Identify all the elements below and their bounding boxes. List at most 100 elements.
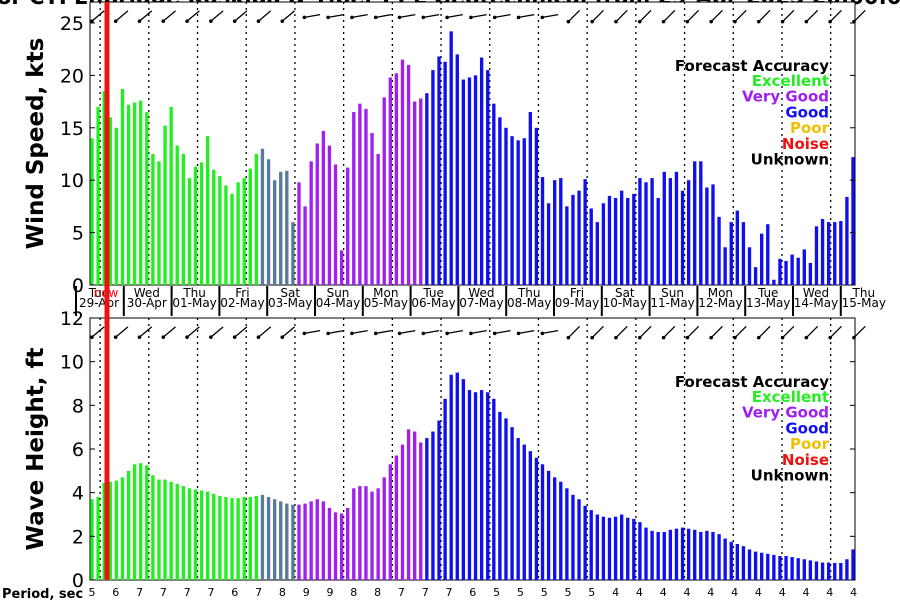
wave-bar bbox=[205, 491, 210, 580]
arrow-shaft bbox=[567, 325, 581, 339]
wind-bar bbox=[851, 157, 855, 285]
wind-bar bbox=[577, 190, 581, 285]
arrow-head bbox=[614, 19, 618, 24]
wind-bar bbox=[376, 153, 380, 285]
arrow-shaft bbox=[853, 325, 866, 339]
legend-item: Excellent bbox=[752, 388, 829, 406]
period-tick: 4 bbox=[660, 586, 667, 599]
y-tick-label: 10 bbox=[60, 170, 84, 192]
arrow-shaft bbox=[186, 326, 200, 338]
direction-arrow bbox=[137, 326, 153, 339]
wind-bar bbox=[431, 70, 435, 285]
arrow-head bbox=[852, 335, 856, 340]
wave-bar bbox=[321, 501, 326, 580]
wind-bar bbox=[248, 168, 252, 285]
day-date: 30-Apr bbox=[127, 296, 167, 310]
wave-bar bbox=[650, 530, 654, 580]
wind-bar bbox=[461, 79, 466, 286]
wind-bar bbox=[565, 206, 569, 285]
arrow-head bbox=[445, 331, 449, 336]
wave-bar bbox=[826, 562, 831, 580]
day-date: 10-May bbox=[603, 296, 647, 310]
direction-arrow bbox=[614, 9, 628, 24]
arrow-head bbox=[397, 15, 402, 20]
wind-bar bbox=[546, 203, 551, 285]
day-label-strip: Tue29-AprWed30-AprThu01-MayFri02-MaySat0… bbox=[75, 286, 886, 316]
wave-bar bbox=[613, 516, 618, 580]
wind-bar bbox=[199, 162, 204, 285]
wave-bar bbox=[412, 431, 417, 580]
wave-bar bbox=[358, 486, 362, 580]
direction-arrow bbox=[185, 10, 200, 23]
wind-bar bbox=[224, 185, 228, 285]
wave-bar bbox=[486, 392, 490, 580]
wind-bar bbox=[814, 226, 819, 285]
day-name: Tue bbox=[422, 286, 444, 300]
wind-bar bbox=[443, 61, 447, 285]
wave-bar bbox=[199, 490, 204, 580]
period-tick: 4 bbox=[803, 586, 810, 599]
wave-bar bbox=[559, 481, 563, 580]
arrow-head bbox=[516, 15, 521, 20]
direction-arrow bbox=[256, 326, 272, 339]
arrow-head bbox=[350, 331, 354, 336]
direction-arrow bbox=[280, 10, 295, 23]
day-date: 09-May bbox=[555, 296, 599, 310]
wave-bar bbox=[784, 555, 788, 580]
wind-bar bbox=[705, 187, 709, 285]
wind-bar bbox=[163, 125, 167, 285]
wind-bar bbox=[772, 279, 776, 285]
wave-bar bbox=[723, 538, 727, 580]
day-name: Sat bbox=[280, 286, 300, 300]
day-date: 03-May bbox=[268, 296, 312, 310]
wind-bar bbox=[218, 175, 222, 285]
wind-bar bbox=[394, 73, 399, 285]
wave-bar bbox=[656, 531, 660, 580]
wave-bar bbox=[230, 498, 234, 580]
direction-arrow bbox=[590, 325, 604, 340]
plot-frame bbox=[89, 317, 856, 581]
wind-bar bbox=[419, 98, 423, 285]
wave-bar bbox=[571, 494, 575, 580]
arrow-head bbox=[756, 335, 761, 340]
arrow-shaft bbox=[829, 325, 842, 339]
wave-bar bbox=[327, 507, 332, 580]
wave-bar bbox=[437, 420, 441, 580]
arrow-shaft bbox=[758, 325, 771, 339]
wave-bar bbox=[747, 549, 752, 580]
direction-arrow bbox=[113, 326, 129, 339]
wave-bar bbox=[406, 429, 411, 580]
wave-height-panel: 0 2 4 6 8 10 12 Wave Height, ft Forecast Accurac… bbox=[23, 308, 866, 592]
wind-bar bbox=[467, 77, 472, 285]
wind-bar bbox=[339, 250, 344, 285]
arrow-head bbox=[350, 15, 354, 20]
wind-bar bbox=[833, 222, 837, 285]
arrow-head bbox=[804, 335, 809, 340]
y-tick-label: 4 bbox=[72, 483, 84, 505]
wind-bar bbox=[656, 198, 660, 285]
wind-bar bbox=[753, 267, 758, 285]
period-tick: 4 bbox=[779, 586, 786, 599]
arrow-shaft bbox=[139, 10, 153, 22]
arrow-head bbox=[756, 19, 761, 24]
arrow-shaft bbox=[210, 326, 224, 338]
wind-bar bbox=[437, 56, 441, 285]
arrow-head bbox=[733, 335, 737, 340]
wind-bar bbox=[735, 210, 740, 285]
wave-bar bbox=[461, 379, 466, 580]
y-tick-label: 12 bbox=[60, 308, 84, 330]
wind-bar bbox=[157, 161, 161, 285]
arrow-shaft bbox=[399, 13, 416, 19]
direction-arrow bbox=[756, 325, 771, 340]
day-name: Wed bbox=[803, 286, 829, 300]
wind-bar bbox=[181, 153, 185, 285]
direction-arrow bbox=[302, 329, 321, 336]
wave-bar bbox=[711, 531, 715, 580]
arrow-shaft bbox=[710, 325, 723, 339]
wave-bar bbox=[553, 477, 557, 580]
wind-bar bbox=[449, 31, 453, 286]
wave-bar bbox=[145, 465, 149, 580]
wind-bar bbox=[108, 117, 112, 285]
wave-bar bbox=[528, 451, 533, 580]
